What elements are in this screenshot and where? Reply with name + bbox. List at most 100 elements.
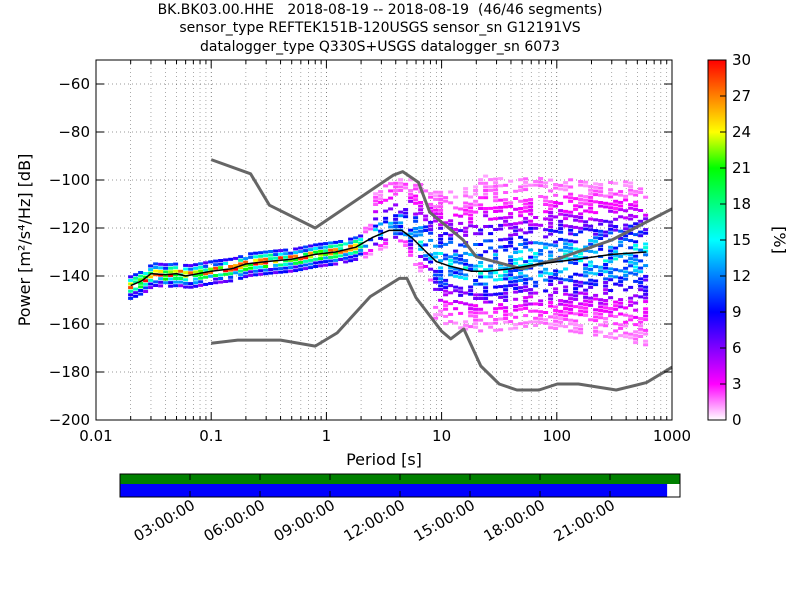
density-cell bbox=[608, 335, 614, 339]
density-cell bbox=[383, 184, 389, 188]
density-cell bbox=[458, 311, 464, 315]
density-cell bbox=[583, 180, 589, 184]
density-cell bbox=[318, 253, 324, 257]
density-cell bbox=[463, 320, 469, 324]
density-cell bbox=[333, 240, 339, 244]
density-cell bbox=[548, 218, 554, 222]
density-cell bbox=[588, 224, 594, 228]
density-cell bbox=[368, 252, 374, 256]
density-cell bbox=[558, 212, 564, 216]
density-cell bbox=[613, 199, 619, 203]
density-cell bbox=[448, 320, 454, 324]
density-cell bbox=[478, 261, 484, 264]
density-cell bbox=[208, 282, 214, 285]
density-cell bbox=[623, 227, 629, 231]
density-cell bbox=[553, 327, 559, 330]
density-cell bbox=[553, 319, 559, 323]
density-cell bbox=[408, 253, 414, 257]
density-cell bbox=[488, 217, 494, 221]
density-cell bbox=[158, 284, 164, 288]
density-cell bbox=[488, 206, 494, 210]
density-cell bbox=[553, 204, 559, 208]
density-cell bbox=[513, 233, 519, 236]
y-tick-label: −100 bbox=[49, 171, 90, 189]
density-cell bbox=[543, 203, 549, 206]
density-cell bbox=[493, 328, 499, 332]
density-cell bbox=[288, 258, 294, 262]
density-cell bbox=[543, 181, 549, 185]
density-cell bbox=[598, 237, 604, 240]
density-cell bbox=[458, 286, 464, 290]
density-cell bbox=[538, 241, 544, 245]
density-cell bbox=[418, 265, 424, 269]
density-cell bbox=[373, 195, 379, 199]
density-cell bbox=[478, 282, 484, 286]
density-cell bbox=[493, 292, 499, 296]
density-cell bbox=[448, 233, 454, 237]
density-cell bbox=[603, 288, 609, 292]
density-cell bbox=[283, 263, 289, 266]
density-cell bbox=[138, 271, 144, 274]
density-cell bbox=[518, 228, 524, 232]
density-cell bbox=[418, 247, 424, 251]
density-cell bbox=[503, 216, 509, 220]
density-cell bbox=[593, 283, 599, 287]
density-cell bbox=[348, 241, 354, 245]
density-cell bbox=[538, 321, 544, 324]
density-cell bbox=[163, 277, 169, 281]
density-cell bbox=[613, 282, 619, 286]
density-cell bbox=[573, 197, 579, 201]
density-cell bbox=[603, 306, 609, 310]
density-cell bbox=[403, 208, 409, 211]
density-cell bbox=[643, 289, 649, 293]
density-cell bbox=[463, 259, 469, 263]
density-cell bbox=[493, 253, 499, 257]
density-cell bbox=[313, 261, 319, 265]
density-cell bbox=[208, 267, 214, 271]
density-cell bbox=[458, 254, 464, 258]
density-cell bbox=[618, 323, 624, 327]
density-cell bbox=[593, 279, 599, 283]
density-cell bbox=[553, 276, 559, 280]
density-cell bbox=[513, 258, 519, 262]
density-cell bbox=[513, 269, 519, 272]
density-cell bbox=[278, 252, 284, 256]
density-cell bbox=[148, 282, 154, 286]
density-cell bbox=[348, 248, 354, 252]
time-tick-label: 06:00:00 bbox=[201, 496, 268, 545]
density-cell bbox=[438, 273, 444, 277]
density-cell bbox=[153, 284, 159, 287]
density-cell bbox=[423, 218, 429, 222]
density-cell bbox=[128, 282, 134, 286]
density-cell bbox=[228, 257, 234, 261]
density-cell bbox=[588, 318, 594, 322]
density-cell bbox=[508, 212, 514, 216]
density-cell bbox=[508, 222, 514, 226]
density-cell bbox=[513, 251, 519, 254]
density-cell bbox=[628, 271, 634, 275]
density-cell bbox=[463, 291, 469, 295]
density-cell bbox=[508, 312, 514, 316]
density-cell bbox=[158, 277, 164, 281]
density-cell bbox=[398, 189, 404, 192]
density-cell bbox=[628, 300, 634, 304]
density-cell bbox=[393, 225, 399, 228]
density-cell bbox=[548, 326, 554, 330]
density-cell bbox=[443, 282, 449, 286]
density-cell bbox=[548, 250, 554, 254]
density-cell bbox=[613, 275, 619, 279]
density-cell bbox=[518, 264, 524, 268]
density-cell bbox=[613, 307, 619, 311]
density-cell bbox=[433, 197, 439, 201]
density-cell bbox=[428, 192, 434, 196]
density-cell bbox=[203, 282, 209, 286]
density-cell bbox=[273, 271, 279, 275]
density-cell bbox=[523, 296, 529, 300]
density-cell bbox=[253, 269, 259, 273]
density-cell bbox=[618, 190, 624, 194]
density-cell bbox=[633, 272, 639, 276]
density-cell bbox=[313, 247, 319, 250]
density-cell bbox=[383, 209, 389, 213]
density-cell bbox=[473, 279, 479, 282]
density-cell bbox=[583, 223, 589, 227]
